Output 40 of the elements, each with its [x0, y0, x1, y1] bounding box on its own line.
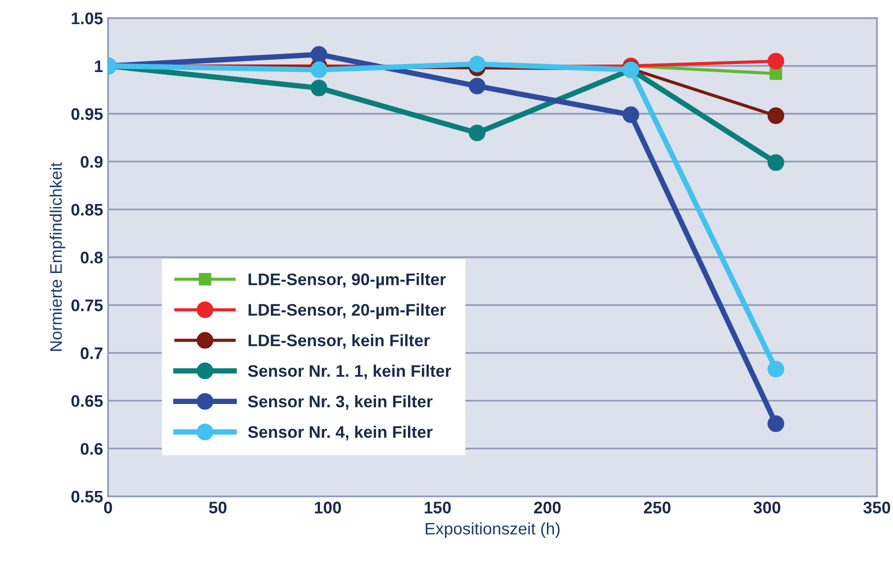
point	[768, 415, 784, 432]
y-tick-label: 0.6	[80, 442, 103, 455]
point	[468, 124, 486, 142]
point	[622, 106, 640, 124]
y-tick-label: 0.85	[71, 204, 103, 216]
point	[468, 78, 486, 94]
point	[768, 52, 784, 70]
legend-label: LDE-Sensor, 20-µm-Filter	[248, 304, 446, 320]
point	[768, 154, 784, 171]
x-tick-label: 50	[209, 502, 226, 514]
legend-label: LDE-Sensor, kein Filter	[248, 334, 430, 349]
y-tick-label: 0.7	[80, 347, 102, 360]
x-tick-label: 250	[644, 502, 670, 514]
legend-label: Sensor Nr. 1. 1, kein Filter	[248, 364, 452, 380]
point	[310, 61, 328, 78]
y-tick-label: 0.9	[80, 156, 103, 168]
x-axis-title: Expositionszeit (h)	[426, 522, 560, 538]
y-tick-label: 0.8	[80, 252, 103, 264]
x-tick-label: 300	[754, 502, 780, 514]
point	[768, 107, 784, 124]
point	[770, 67, 782, 80]
legend-label: LDE-Sensor, 90-µm-Filter	[248, 273, 446, 289]
y-tick-label: 0.75	[71, 299, 103, 312]
x-tick-label: 200	[534, 502, 561, 514]
legend-label: Sensor Nr. 3, kein Filter	[248, 395, 433, 410]
y-tick-label: 1.05	[72, 12, 103, 24]
legend-label: Sensor Nr. 4, kein Filter	[248, 426, 433, 440]
x-tick-label: 350	[863, 502, 890, 514]
x-tick-label: 0	[104, 502, 112, 514]
point	[310, 46, 328, 63]
x-tick-label: 100	[314, 502, 341, 514]
point	[310, 80, 328, 96]
y-tick-label: 0.65	[71, 395, 103, 407]
point	[468, 56, 486, 72]
y-axis-title: Normierte Empfindlichkeit	[50, 162, 66, 351]
y-tick-label: 1	[94, 60, 103, 72]
y-tick-label: 0.55	[71, 490, 103, 503]
point	[768, 360, 784, 378]
y-tick-label: 0.95	[71, 108, 103, 120]
x-tick-label: 150	[424, 502, 451, 514]
